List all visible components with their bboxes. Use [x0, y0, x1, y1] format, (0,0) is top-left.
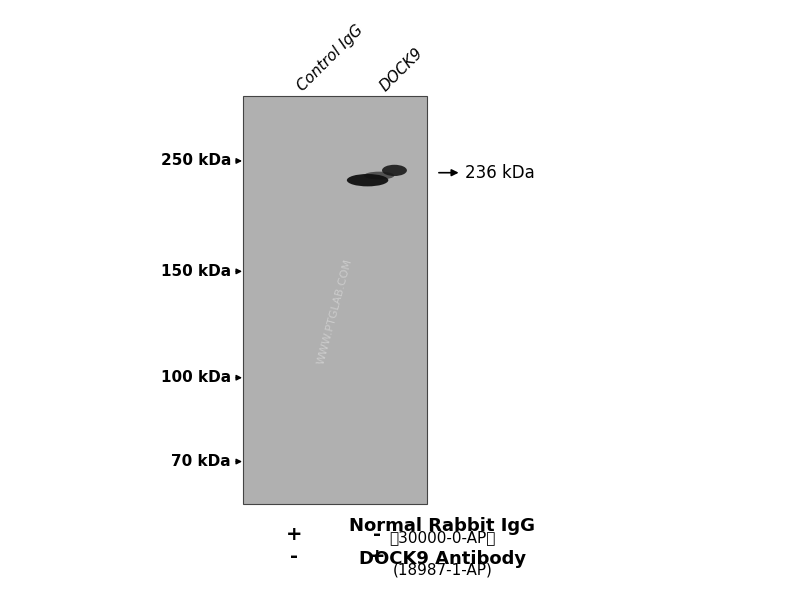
Text: (18987-1-AP): (18987-1-AP) [392, 563, 492, 578]
Text: WWW.PTGLAB.COM: WWW.PTGLAB.COM [316, 257, 354, 365]
Text: Normal Rabbit IgG: Normal Rabbit IgG [350, 517, 535, 535]
Text: 70 kDa: 70 kDa [171, 454, 231, 469]
Text: 236 kDa: 236 kDa [466, 164, 535, 182]
Text: Control IgG: Control IgG [294, 23, 366, 94]
Bar [242, 95, 427, 505]
Text: -: - [290, 547, 298, 566]
Text: DOCK9 Antibody: DOCK9 Antibody [358, 550, 526, 568]
Text: 250 kDa: 250 kDa [161, 154, 231, 169]
Text: +: + [369, 547, 386, 566]
Text: +: + [286, 525, 302, 544]
Ellipse shape [382, 165, 407, 176]
Text: DOCK9: DOCK9 [377, 46, 426, 94]
Text: -: - [373, 525, 381, 544]
Ellipse shape [347, 174, 388, 187]
Ellipse shape [364, 172, 394, 179]
Text: （30000-0-AP）: （30000-0-AP） [389, 530, 495, 545]
Text: 150 kDa: 150 kDa [161, 264, 231, 279]
Text: 100 kDa: 100 kDa [161, 370, 231, 385]
